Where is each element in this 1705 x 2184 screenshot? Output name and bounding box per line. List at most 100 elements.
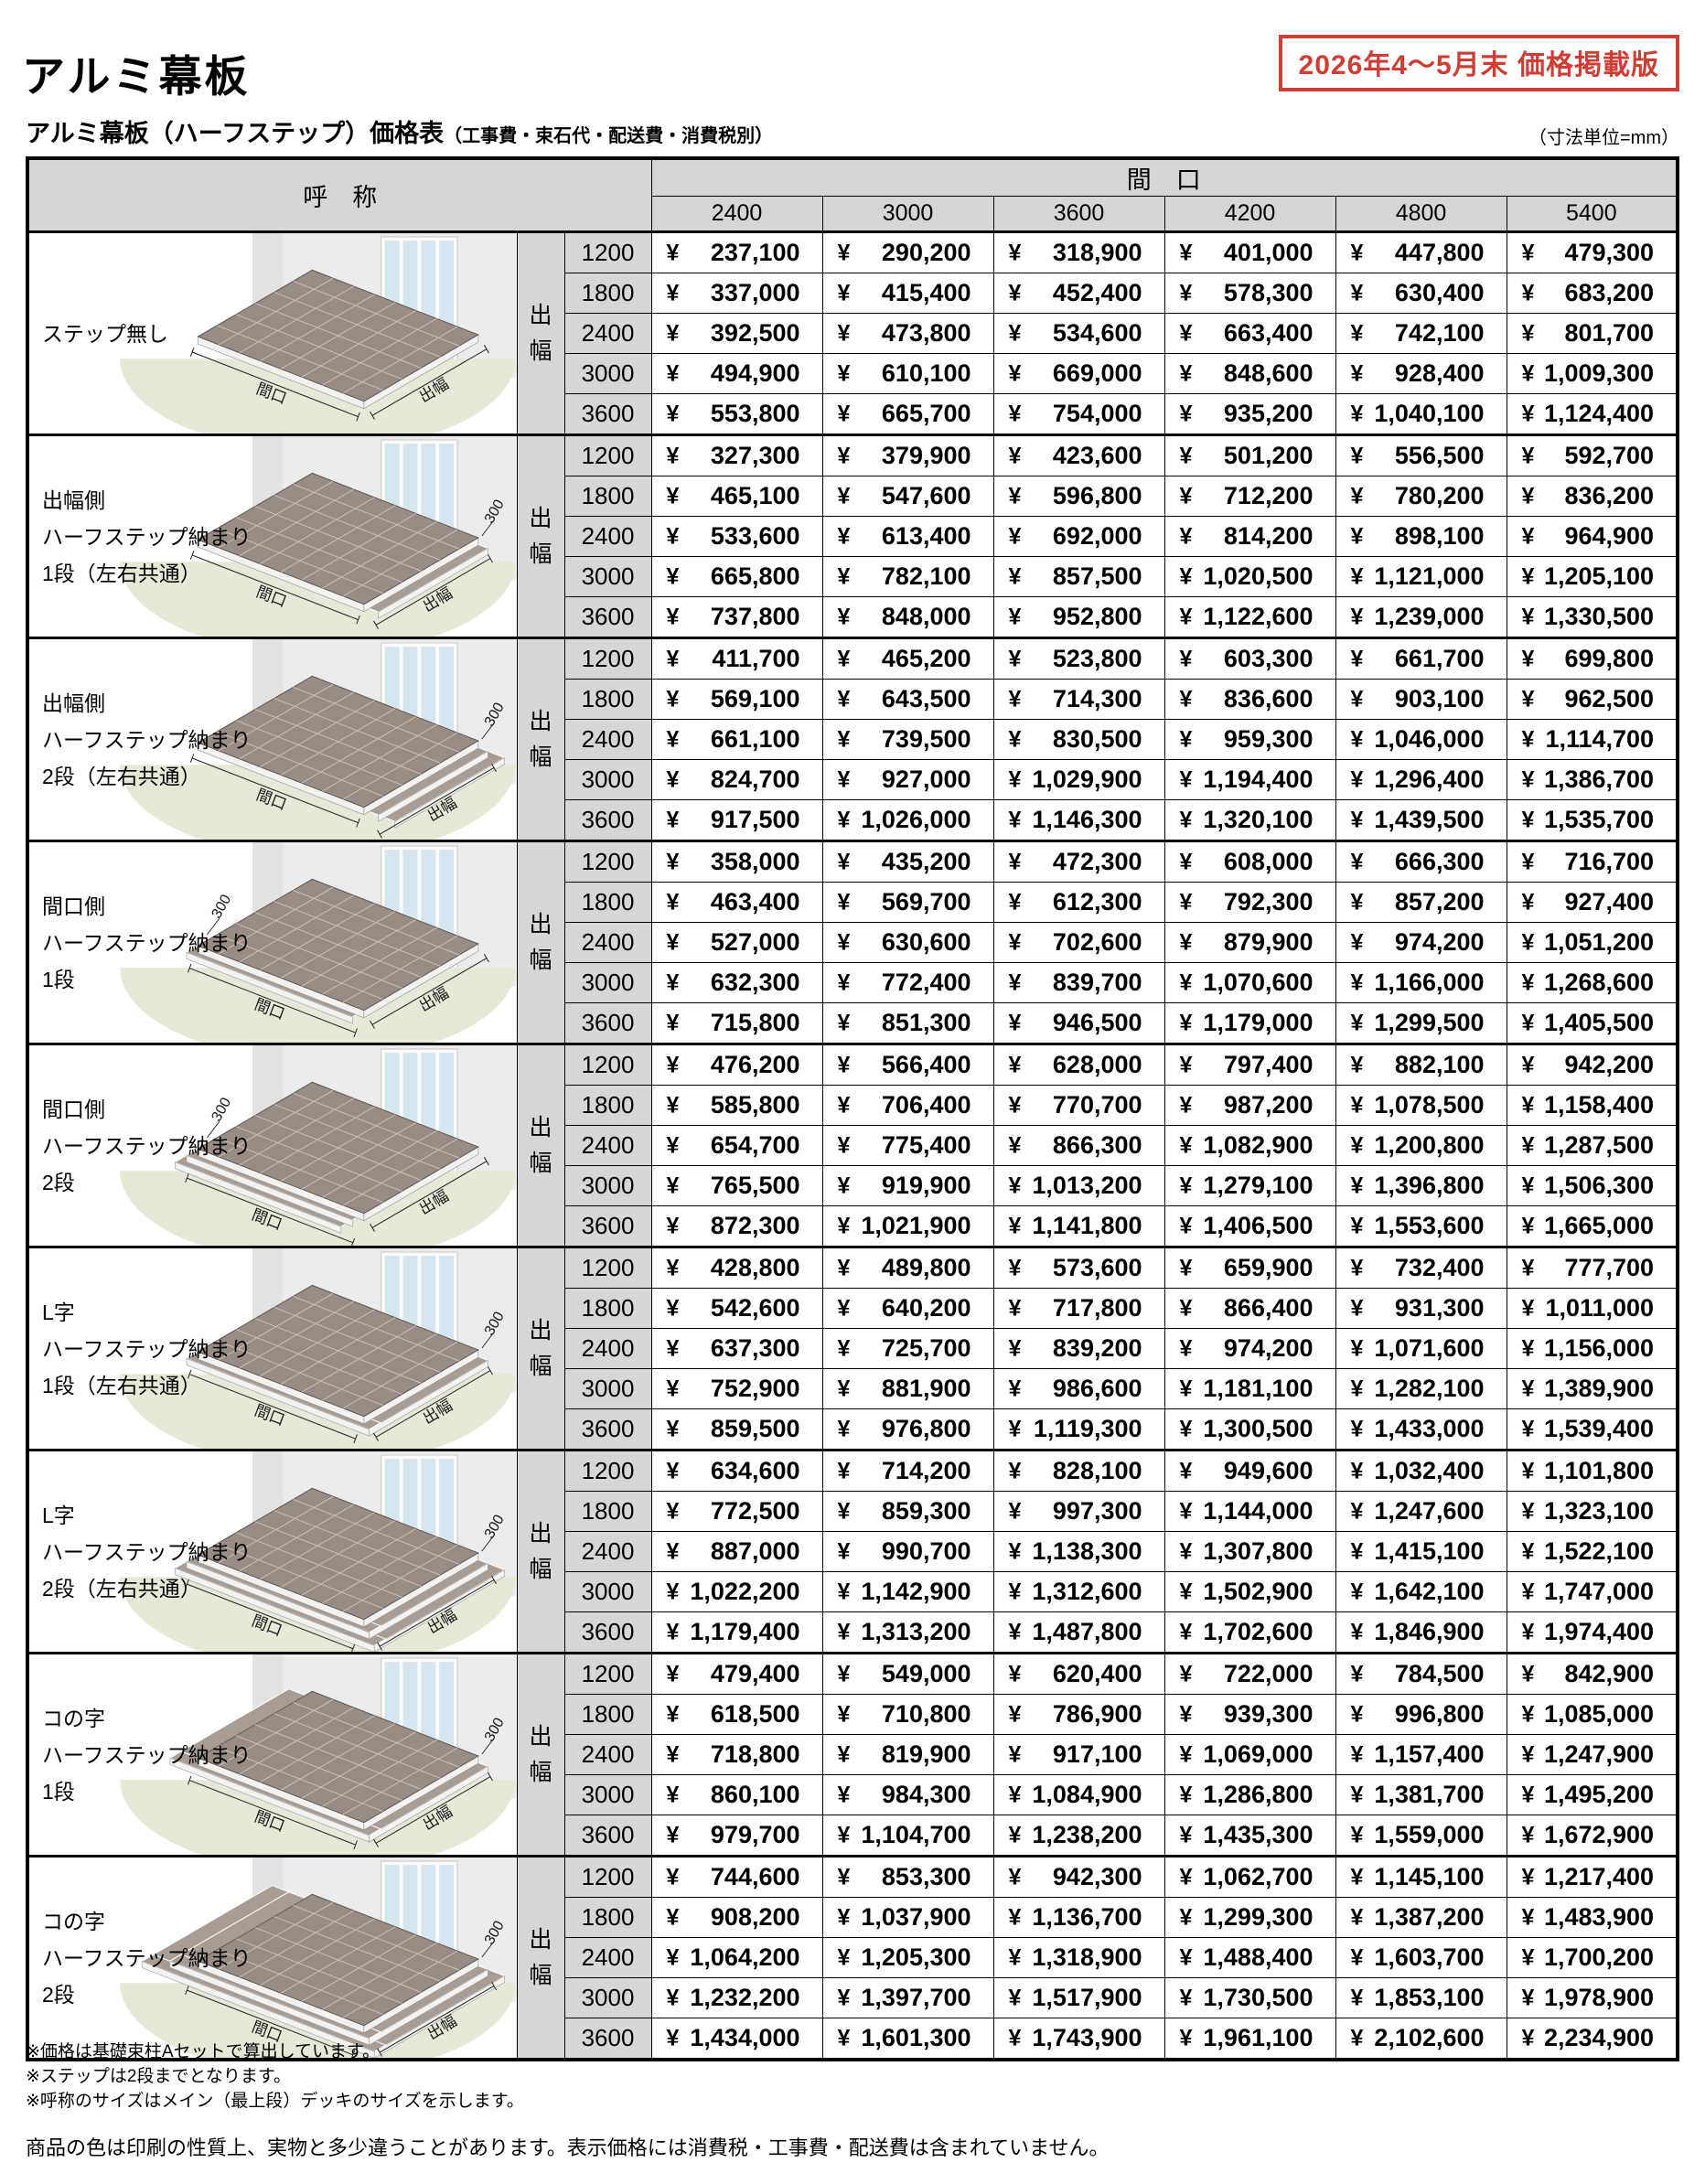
price-value: 819,900 — [881, 1740, 971, 1768]
price-value: 853,300 — [881, 1863, 971, 1890]
price-cell: ¥665,800 — [650, 556, 823, 597]
price-cell: ¥1,020,500 — [1163, 556, 1336, 597]
price-value: 613,400 — [881, 522, 971, 550]
currency-symbol: ¥ — [837, 646, 851, 671]
price-cell: ¥608,000 — [1163, 840, 1336, 883]
price-cell: ¥327,300 — [650, 434, 823, 476]
currency-symbol: ¥ — [1350, 1579, 1364, 1604]
price-cell: ¥659,900 — [1163, 1246, 1336, 1289]
price-value: 830,500 — [1052, 725, 1142, 753]
dim-line — [293, 1093, 460, 1159]
price-cell: ¥881,900 — [821, 1368, 994, 1409]
currency-symbol: ¥ — [1521, 1132, 1535, 1158]
price-cell: ¥1,974,400 — [1506, 1611, 1678, 1654]
price-value: 725,700 — [881, 1334, 971, 1362]
depth-header: 出 幅 — [529, 708, 552, 770]
price-cell: ¥974,200 — [1335, 922, 1507, 963]
currency-symbol: ¥ — [1350, 1376, 1364, 1401]
dim-line — [293, 687, 460, 753]
price-value: 1,037,900 — [861, 1903, 971, 1931]
dim-line — [351, 2050, 356, 2058]
price-cell: ¥1,730,500 — [1163, 1977, 1336, 2018]
price-cell: ¥411,700 — [650, 637, 823, 680]
currency-symbol: ¥ — [837, 401, 851, 426]
price-cell: ¥1,037,900 — [821, 1897, 994, 1938]
price-value: 612,300 — [1052, 888, 1142, 915]
currency-symbol: ¥ — [1350, 280, 1364, 305]
price-cell: ¥1,495,200 — [1506, 1774, 1678, 1815]
table-subtitle: アルミ幕板（ハーフステップ）価格表（工事費・束石代・配送費・消費税別） — [26, 113, 773, 149]
depth-header: 出 幅 — [529, 302, 552, 364]
currency-symbol: ¥ — [1008, 726, 1022, 752]
price-value: 928,400 — [1394, 359, 1485, 387]
currency-symbol: ¥ — [1179, 280, 1193, 305]
dim-line — [373, 620, 380, 629]
price-value: 1,268,600 — [1543, 969, 1655, 996]
price-cell: ¥942,300 — [992, 1855, 1165, 1898]
price-value: 1,158,400 — [1543, 1091, 1655, 1119]
dim-line — [191, 554, 359, 621]
depth-cell: 3600 — [563, 799, 652, 841]
deck-shape — [186, 1154, 353, 1227]
price-cell: ¥752,900 — [650, 1368, 823, 1409]
currency-symbol: ¥ — [1179, 1376, 1193, 1401]
depth-cell: 2400 — [563, 516, 652, 557]
price-value: 1,279,100 — [1203, 1172, 1314, 1199]
price-value: 699,800 — [1564, 645, 1655, 672]
subtitle-main: アルミ幕板（ハーフステップ）価格表 — [26, 120, 445, 147]
table-row: 間口 出幅 300 間口側 ハーフステップ納まり 1段出 幅 1200 ¥358,000 ¥… — [27, 840, 1678, 1044]
price-value: 744,600 — [710, 1863, 800, 1890]
depth-cell: 3600 — [563, 1611, 652, 1654]
price-cell: ¥1,145,100 — [1335, 1855, 1507, 1898]
price-value: 1,415,100 — [1374, 1537, 1485, 1565]
price-cell: ¥974,200 — [1163, 1328, 1336, 1369]
price-table: 呼 称 間 口 2400 3000 3600 4200 4800 5400 間口… — [26, 156, 1680, 2061]
price-value: 547,600 — [881, 482, 971, 509]
price-value: 1,179,400 — [690, 1618, 800, 1645]
dim-line — [293, 890, 460, 956]
price-value: 411,700 — [712, 645, 800, 672]
currency-symbol: ¥ — [1521, 1255, 1535, 1280]
price-value: 666,300 — [1394, 848, 1485, 875]
currency-symbol: ¥ — [1521, 2025, 1535, 2050]
price-value: 415,400 — [881, 279, 971, 306]
price-value: 1,013,200 — [1032, 1172, 1142, 1199]
price-cell: ¥1,386,700 — [1506, 759, 1678, 800]
currency-symbol: ¥ — [1008, 1213, 1022, 1238]
currency-symbol: ¥ — [1350, 320, 1364, 346]
footnote: ※呼称のサイズはメイン（最上段）デッキのサイズを示します。 — [26, 2092, 524, 2111]
price-value: 358,000 — [710, 848, 800, 875]
price-value: 423,600 — [1052, 442, 1142, 469]
depth-cell: 1800 — [563, 679, 652, 720]
price-value: 942,300 — [1052, 1863, 1142, 1890]
price-value: 1,672,900 — [1543, 1821, 1655, 1848]
price-cell: ¥777,700 — [1506, 1246, 1678, 1289]
price-cell: ¥772,400 — [821, 962, 994, 1003]
currency-symbol: ¥ — [837, 1579, 851, 1604]
price-value: 979,700 — [710, 1821, 800, 1848]
deck-shape — [175, 1568, 375, 1652]
currency-symbol: ¥ — [666, 1985, 680, 2010]
price-cell: ¥1,397,700 — [821, 1977, 994, 2018]
currency-symbol: ¥ — [1350, 1904, 1364, 1930]
currency-symbol: ¥ — [666, 889, 680, 915]
price-cell: ¥1,011,000 — [1506, 1288, 1678, 1329]
unit-note: （寸法単位=mm） — [1528, 128, 1679, 148]
price-cell: ¥1,320,100 — [1163, 799, 1336, 841]
price-cell: ¥1,846,900 — [1335, 1611, 1507, 1654]
depth-cell: 1200 — [563, 1449, 652, 1492]
dim-line — [217, 1137, 383, 1204]
illustration-cell: 間口 出幅 300 出幅側 ハーフステップ納まり 2段（左右共通） — [27, 637, 518, 841]
table-row: 2400 ¥527,000 ¥630,600 ¥702,600 ¥879,900 ¥974… — [27, 922, 1678, 963]
currency-symbol: ¥ — [837, 1538, 851, 1564]
price-value: 1,181,100 — [1203, 1375, 1314, 1402]
currency-symbol: ¥ — [1350, 1944, 1364, 1970]
price-value: 379,900 — [881, 442, 971, 469]
width-value: 5400 — [1506, 196, 1678, 232]
group-label: 間口側 ハーフステップ納まり 2段 — [42, 1097, 252, 1194]
price-value: 661,100 — [710, 725, 800, 753]
price-cell: ¥1,082,900 — [1163, 1125, 1336, 1166]
price-cell: ¥814,200 — [1163, 516, 1336, 557]
price-value: 879,900 — [1223, 928, 1314, 956]
price-cell: ¥959,300 — [1163, 719, 1336, 760]
